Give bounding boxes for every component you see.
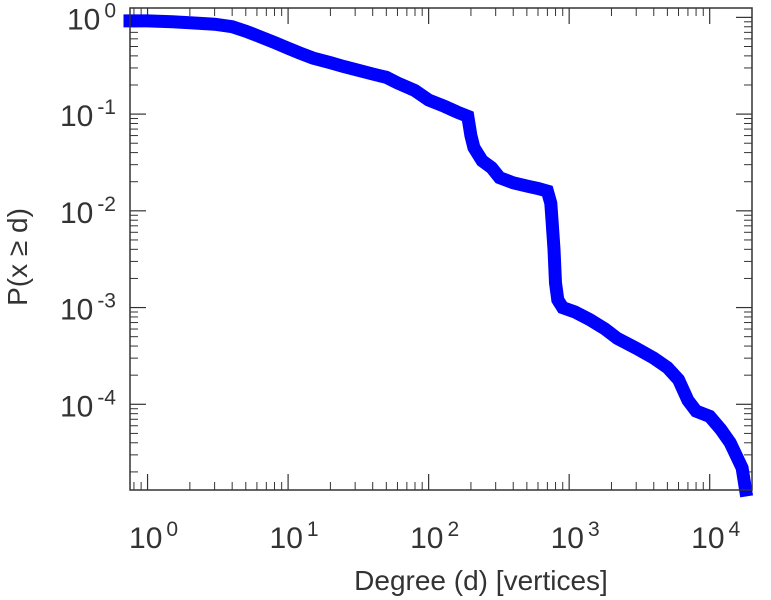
x-tick-label: 10 3: [551, 518, 600, 555]
major-ticks: [130, 8, 752, 490]
y-tick-label: 10 -2: [60, 193, 116, 230]
y-tick-label: 10 -4: [60, 386, 116, 423]
x-axis-label: Degree (d) [vertices]: [354, 565, 608, 596]
x-tick-label: 10 4: [691, 518, 740, 555]
x-tick-label: 10 1: [270, 518, 319, 555]
x-tick-label: 10 0: [129, 518, 178, 555]
minor-ticks: [130, 8, 753, 490]
series-line: [123, 14, 754, 498]
plot-frame: [129, 7, 753, 491]
y-tick-label: 10 -3: [60, 290, 116, 327]
y-tick-label: 10 -1: [60, 96, 116, 133]
y-tick-label: 10 0: [67, 0, 116, 36]
y-axis-label: P(x ≥ d): [2, 208, 33, 306]
x-tick-label: 10 2: [410, 518, 459, 555]
x-tick-labels: 10 0 10 1 10 2 10 3 10 4: [129, 518, 741, 555]
